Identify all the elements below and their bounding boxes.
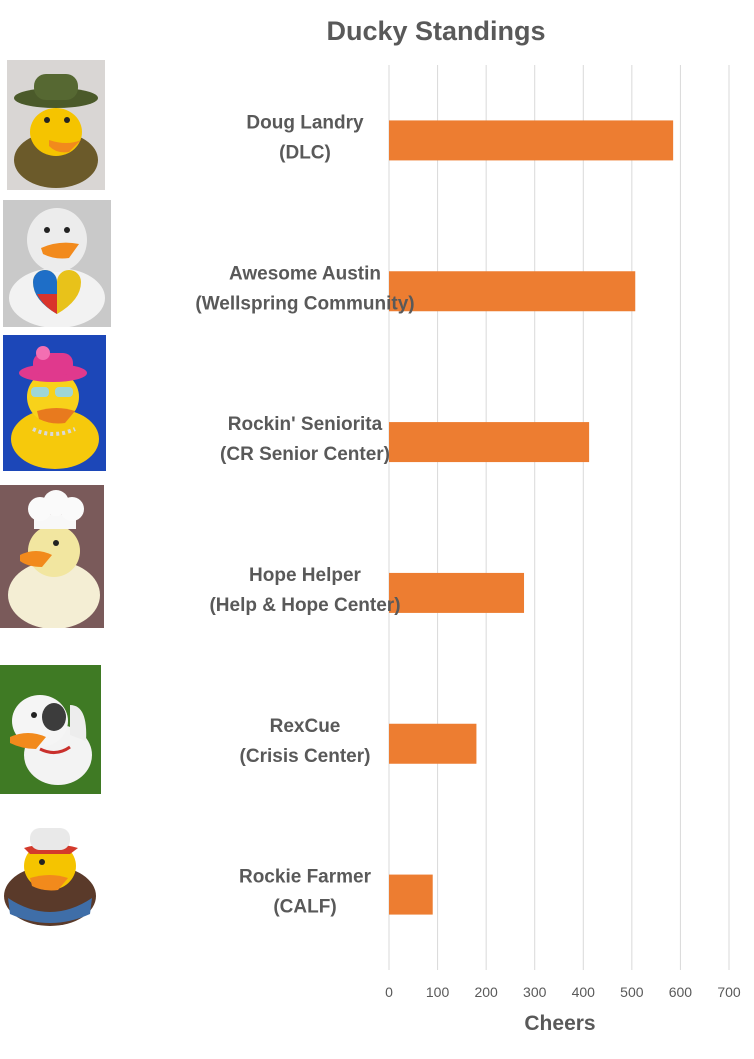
bars bbox=[389, 120, 674, 915]
duck-photo-cow bbox=[0, 665, 101, 794]
bar bbox=[389, 422, 590, 463]
category-label: (Crisis Center) bbox=[240, 746, 371, 767]
bar bbox=[389, 723, 477, 764]
category-label: Doug Landry bbox=[246, 112, 364, 133]
duck-photo-chef bbox=[0, 485, 104, 628]
x-tick-label: 300 bbox=[523, 984, 547, 1000]
category-label: (CALF) bbox=[273, 897, 336, 918]
x-tick-label: 600 bbox=[669, 984, 693, 1000]
grid-lines bbox=[388, 65, 730, 970]
category-label: RexCue bbox=[270, 716, 341, 737]
bar bbox=[389, 572, 525, 613]
bar bbox=[389, 271, 636, 312]
x-tick-label: 200 bbox=[474, 984, 498, 1000]
duck-photo-pink-hat bbox=[3, 335, 106, 471]
bar bbox=[389, 120, 674, 161]
duck-photo-puzzle-heart bbox=[3, 200, 111, 327]
x-tick-labels: 0 100 200 300 400 500 600 700 bbox=[385, 984, 741, 1000]
x-axis-label: Cheers bbox=[524, 1012, 595, 1035]
x-tick-label: 500 bbox=[620, 984, 644, 1000]
chart-title: Ducky Standings bbox=[326, 16, 545, 46]
category-labels: Doug Landry (DLC) Awesome Austin (Wellsprin… bbox=[195, 112, 414, 917]
category-label: (DLC) bbox=[279, 142, 331, 163]
category-label: Hope Helper bbox=[249, 565, 362, 586]
category-label: Awesome Austin bbox=[229, 263, 381, 284]
category-label: Rockin' Seniorita bbox=[228, 414, 383, 435]
x-tick-label: 400 bbox=[572, 984, 596, 1000]
x-tick-label: 100 bbox=[426, 984, 450, 1000]
category-label: (Help & Hope Center) bbox=[209, 595, 400, 616]
duck-photo-safari-hat bbox=[7, 60, 105, 190]
x-tick-label: 700 bbox=[717, 984, 741, 1000]
duck-photo-farmer bbox=[0, 818, 100, 928]
x-tick-label: 0 bbox=[385, 984, 393, 1000]
category-label: (CR Senior Center) bbox=[220, 444, 390, 465]
category-label: Rockie Farmer bbox=[239, 867, 372, 888]
bar bbox=[389, 874, 433, 915]
category-label: (Wellspring Community) bbox=[195, 293, 414, 314]
